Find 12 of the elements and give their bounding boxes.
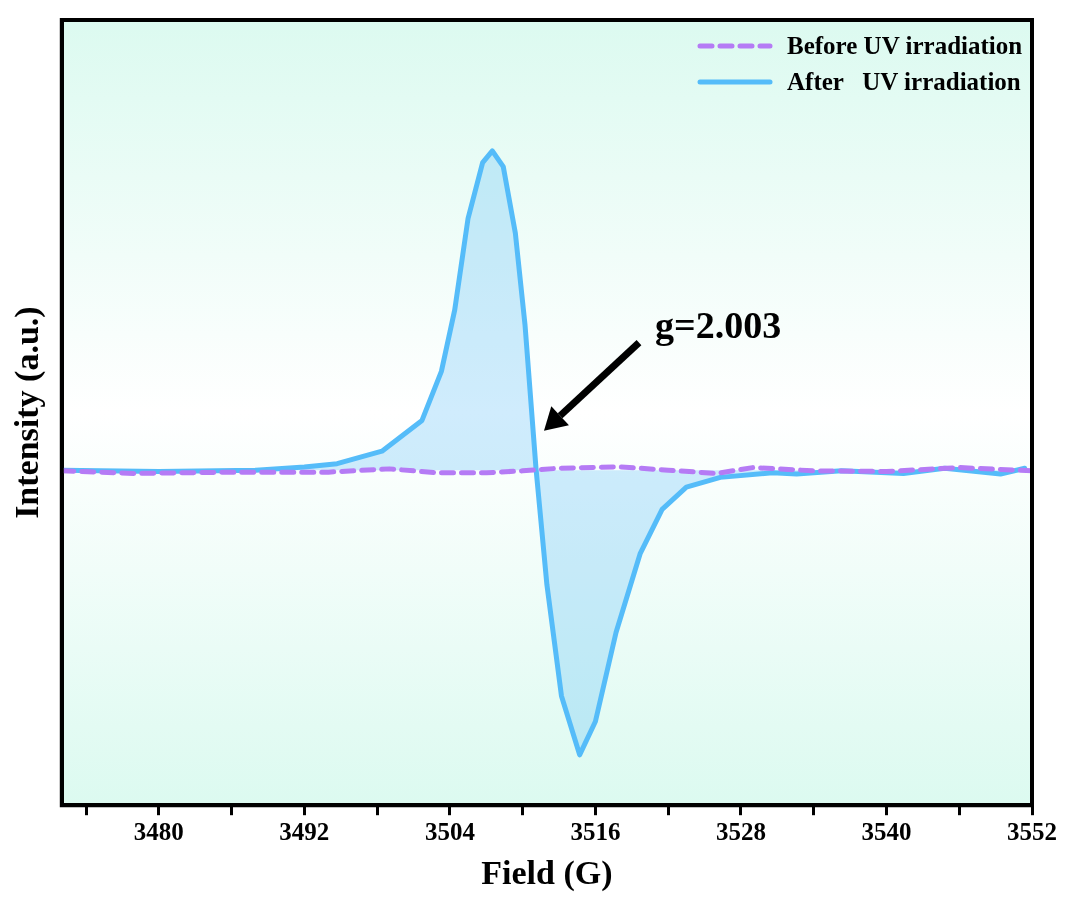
x-tick-label: 3480 <box>133 817 184 845</box>
x-tick-label: 3540 <box>861 817 912 845</box>
x-axis-title: Field (G) <box>481 854 613 893</box>
x-tick-label: 3528 <box>715 817 766 845</box>
legend-label: Before UV irradiation <box>787 32 1023 60</box>
x-tick-label: 3504 <box>424 817 476 845</box>
x-tick-label: 3516 <box>570 817 621 845</box>
legend-label: After UV irradiation <box>787 68 1021 96</box>
y-axis-title: Intensity (a.u.) <box>8 306 47 519</box>
x-tick-label: 3492 <box>279 817 330 845</box>
x-tick-label: 3552 <box>1007 817 1057 845</box>
annotation: g=2.003 <box>654 304 782 347</box>
